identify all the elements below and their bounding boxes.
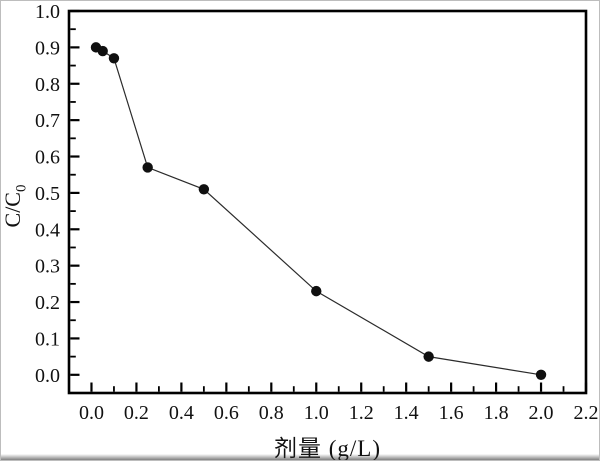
data-line (95, 46, 542, 376)
y-tick-label: 0.9 (35, 37, 60, 59)
data-point (198, 184, 210, 195)
plot-frame (67, 9, 588, 395)
data-point (108, 53, 120, 64)
x-tick-label: 0.0 (79, 402, 104, 424)
y-tick-label: 0.6 (35, 147, 60, 169)
data-point (535, 369, 547, 381)
y-tick-label: 0.2 (35, 292, 60, 314)
x-tick-label: 1.0 (304, 402, 329, 424)
y-tick-label: 0.8 (35, 74, 60, 96)
data-point (142, 162, 153, 173)
y-tick-label: 1.0 (35, 1, 60, 23)
y-axis-label-main: C/C (0, 192, 25, 228)
x-tick-label: 2.2 (574, 402, 599, 424)
x-tick-label: 0.8 (259, 402, 284, 424)
x-tick-label: 1.4 (394, 402, 419, 424)
y-tick-label: 0.5 (35, 183, 60, 205)
x-tick-label: 1.6 (439, 402, 464, 424)
x-tick-label: 2.0 (529, 402, 554, 424)
x-axis-label: 剂量 (g/L) (273, 436, 381, 461)
x-tick-label: 0.2 (124, 402, 149, 424)
data-point (97, 45, 108, 57)
y-tick-label: 0.7 (35, 110, 60, 132)
y-axis-label: C/C0 (0, 156, 30, 256)
y-tick-label: 0.1 (35, 328, 60, 350)
y-tick-label: 0.3 (35, 256, 60, 278)
data-point (311, 285, 322, 297)
data-point (423, 351, 434, 362)
x-tick-label: 0.4 (169, 402, 194, 424)
x-tick-label: 1.8 (484, 402, 509, 424)
x-tick-label: 0.6 (214, 402, 239, 424)
y-axis-label-subscript: 0 (13, 184, 30, 193)
y-tick-label: 0.0 (35, 365, 60, 387)
x-tick-label: 1.2 (349, 402, 374, 424)
y-tick-label: 0.4 (35, 219, 60, 241)
